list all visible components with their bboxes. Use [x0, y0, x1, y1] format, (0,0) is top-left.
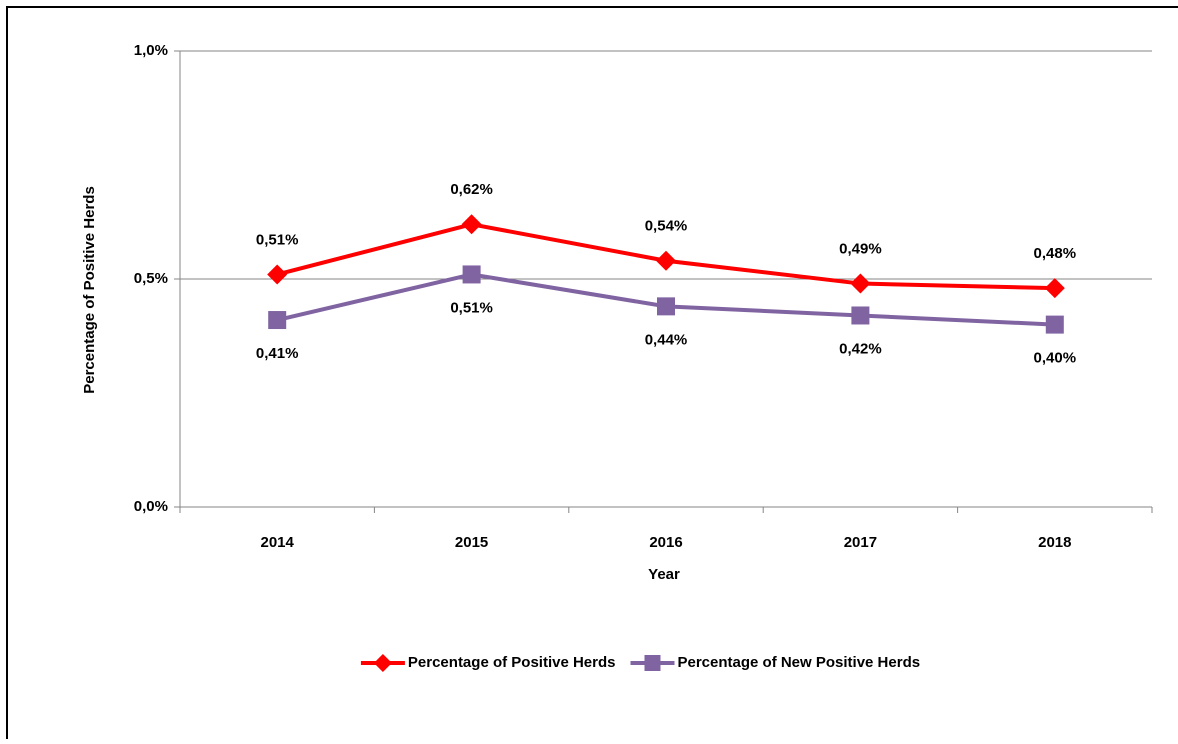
point-marker — [850, 273, 871, 294]
data-label: 0,41% — [256, 345, 299, 362]
x-tick-label: 2017 — [844, 534, 877, 551]
point-marker — [1044, 278, 1065, 299]
data-label: 0,51% — [450, 299, 493, 316]
legend-marker — [373, 654, 392, 672]
point-marker — [656, 250, 676, 271]
x-tick-label: 2016 — [649, 534, 682, 551]
point-marker — [461, 214, 482, 235]
chart-border — [6, 6, 1178, 744]
y-axis-label: Percentage of Positive Herds — [81, 186, 98, 394]
legend-marker — [644, 655, 661, 671]
x-axis-label: Year — [648, 566, 680, 583]
y-tick-label: 0,0% — [134, 498, 168, 515]
point-marker — [267, 264, 288, 285]
legend-label: Percentage of New Positive Herds — [677, 654, 920, 671]
point-marker — [1045, 315, 1064, 334]
data-label: 0,44% — [645, 331, 688, 348]
data-label: 0,48% — [1034, 245, 1077, 262]
data-label: 0,54% — [645, 218, 688, 235]
y-tick-label: 1,0% — [134, 42, 168, 59]
data-label: 0,62% — [450, 181, 493, 198]
data-label: 0,51% — [256, 231, 299, 248]
x-tick-label: 2014 — [261, 534, 295, 551]
data-label: 0,40% — [1034, 350, 1077, 367]
data-label: 0,49% — [839, 241, 882, 258]
x-tick-label: 2018 — [1038, 534, 1071, 551]
point-marker — [851, 306, 870, 325]
x-tick-label: 2015 — [455, 534, 488, 551]
point-marker — [462, 265, 481, 284]
y-tick-label: 0,5% — [134, 270, 168, 287]
point-marker — [268, 311, 287, 330]
data-label: 0,42% — [839, 340, 882, 357]
legend-label: Percentage of Positive Herds — [408, 654, 616, 671]
point-marker — [657, 297, 675, 316]
